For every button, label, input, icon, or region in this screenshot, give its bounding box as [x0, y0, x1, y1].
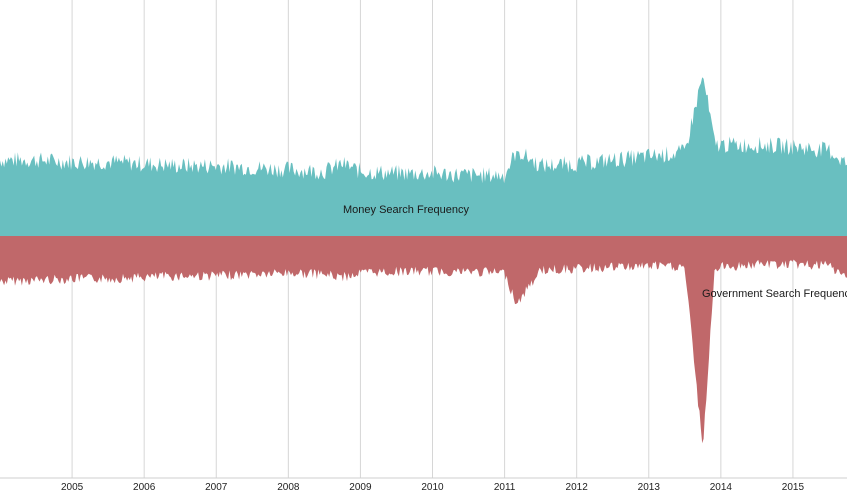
government-series-label: Government Search Frequency [702, 288, 847, 300]
money-series-label: Money Search Frequency [343, 204, 469, 216]
government-search-frequency-area [0, 236, 847, 444]
x-tick-label-2008: 2008 [277, 482, 300, 493]
x-tick-label-2006: 2006 [133, 482, 156, 493]
x-tick-label-2005: 2005 [61, 482, 84, 493]
x-tick-label-2014: 2014 [710, 482, 733, 493]
money-search-frequency-area [0, 77, 847, 236]
x-tick-label-2015: 2015 [782, 482, 805, 493]
x-axis-ticks: 2005 2006 2007 2008 2009 2010 2011 2012 2013 2014… [61, 482, 805, 493]
x-tick-label-2012: 2012 [566, 482, 589, 493]
x-tick-label-2009: 2009 [349, 482, 372, 493]
stream-layers [0, 77, 847, 444]
series-labels: Money Search Frequency Government Search … [343, 204, 847, 300]
x-tick-label-2011: 2011 [494, 482, 516, 493]
x-tick-label-2010: 2010 [421, 482, 444, 493]
x-tick-label-2013: 2013 [638, 482, 661, 493]
x-tick-label-2007: 2007 [205, 482, 228, 493]
